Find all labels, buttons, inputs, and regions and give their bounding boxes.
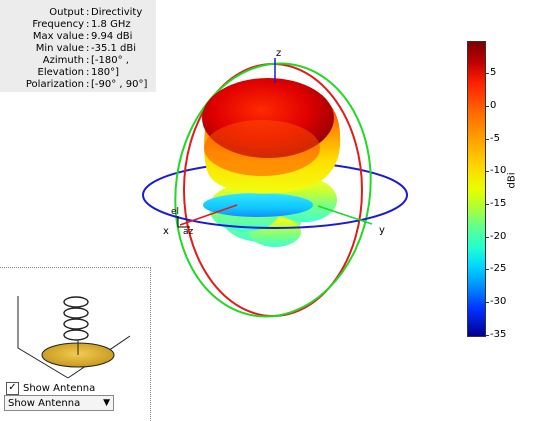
info-key: Polarization <box>25 79 84 90</box>
colorbar-tick-label: -15 <box>490 198 507 209</box>
pattern-waist <box>203 193 313 217</box>
colorbar-tick <box>485 171 489 172</box>
info-row-max-value: Max value : 9.94 dBi <box>0 31 156 43</box>
colorbar-tick <box>485 106 489 107</box>
info-row-output: Output : Directivity <box>0 7 156 19</box>
info-key: Frequency <box>32 19 84 30</box>
info-key: Output <box>49 7 84 18</box>
info-panel: Output : Directivity Frequency : 1.8 GHz… <box>0 0 156 92</box>
azimuth-ring-front <box>142 194 408 229</box>
y-axis <box>317 205 373 225</box>
colorbar-tick-label: -5 <box>490 133 500 144</box>
info-value: Directivity <box>91 7 143 18</box>
info-separator: : <box>86 55 90 66</box>
colorbar-tick <box>485 204 489 205</box>
antenna-preview[interactable] <box>0 268 150 380</box>
info-separator: : <box>86 43 90 54</box>
antenna-inset <box>0 267 151 421</box>
info-separator: : <box>86 7 90 18</box>
info-value: -35.1 dBi <box>91 43 137 54</box>
elevation-ring-green <box>174 62 372 318</box>
helix-turn <box>63 307 89 319</box>
colorbar-tick <box>485 335 489 336</box>
colorbar-tick-label: -10 <box>490 165 507 176</box>
helix-turn <box>63 296 89 308</box>
ground-plane-edge <box>17 296 69 379</box>
show-antenna-label[interactable]: Show Antenna <box>23 382 96 394</box>
info-value: [-180° , <box>91 55 129 66</box>
colorbar-tick-label: -35 <box>490 329 507 340</box>
info-key: Min value <box>35 43 84 54</box>
checkmark-icon: ✓ <box>8 382 17 393</box>
info-value: 180°] <box>91 67 119 78</box>
info-value: [-90° , 90°] <box>91 79 148 90</box>
info-row-elevation: Elevation : 180°] <box>0 67 156 79</box>
antenna-display-select[interactable]: Show Antenna ▼ <box>4 395 114 411</box>
colorbar <box>467 41 486 337</box>
helix-turn <box>63 329 89 341</box>
info-separator: : <box>86 79 90 90</box>
z-axis-label: z <box>276 48 281 59</box>
colorbar-tick-label: -25 <box>490 263 507 274</box>
pattern-shade <box>204 120 320 176</box>
colorbar-tick-label: 0 <box>490 100 497 111</box>
info-row-azimuth: Azimuth : [-180° , <box>0 55 156 67</box>
info-separator: : <box>86 31 90 42</box>
colorbar-tick-label: 5 <box>490 67 497 78</box>
colorbar-unit-label: dBi <box>506 172 518 189</box>
info-key: Elevation <box>37 67 84 78</box>
colorbar-tick <box>485 302 489 303</box>
info-separator: : <box>86 67 90 78</box>
colorbar-tick-label: -20 <box>490 231 507 242</box>
info-value: 1.8 GHz <box>91 19 131 30</box>
info-value: 9.94 dBi <box>91 31 133 42</box>
colorbar-tick-label: -30 <box>490 296 507 307</box>
helix-turn <box>63 318 89 330</box>
info-row-polarization: Polarization : [-90° , 90°] <box>0 79 156 91</box>
azimuth-label: az <box>183 227 194 237</box>
colorbar-tick <box>485 269 489 270</box>
colorbar-tick <box>485 237 489 238</box>
info-key: Azimuth <box>42 55 84 66</box>
info-row-frequency: Frequency : 1.8 GHz <box>0 19 156 31</box>
y-axis-label: y <box>379 225 385 236</box>
elevation-label: el <box>171 207 179 217</box>
x-axis <box>179 204 238 226</box>
show-antenna-checkbox-row[interactable]: ✓ Show Antenna <box>6 381 95 395</box>
chevron-down-icon[interactable]: ▼ <box>103 398 110 408</box>
x-axis-label: x <box>163 226 169 237</box>
antenna-display-select-value: Show Antenna <box>8 398 81 409</box>
info-row-min-value: Min value : -35.1 dBi <box>0 43 156 55</box>
info-separator: : <box>86 19 90 30</box>
info-key: Max value <box>32 31 84 42</box>
colorbar-tick <box>485 139 489 140</box>
colorbar-tick <box>485 73 489 74</box>
show-antenna-checkbox[interactable]: ✓ <box>6 381 19 395</box>
